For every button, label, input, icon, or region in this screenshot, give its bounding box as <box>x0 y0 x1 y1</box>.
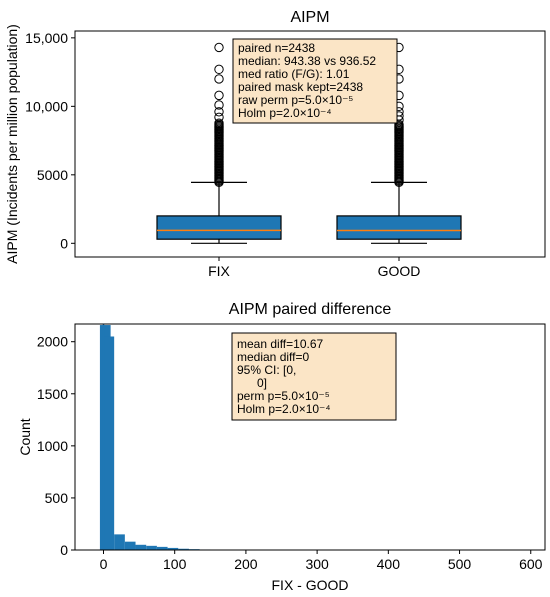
outlier-point <box>214 100 224 110</box>
hist-anno-line-5: perm p=5.0×10⁻⁵ <box>237 389 330 403</box>
histogram-x-ticks: 0 100 200 300 400 500 600 <box>100 550 543 572</box>
x-tick-label-fix: FIX <box>208 263 230 279</box>
outlier-cluster <box>214 118 224 188</box>
boxplot-panel: AIPM 0 5000 10,000 15,000 FIX GOOD AIPM (In… <box>4 9 546 279</box>
outlier-point <box>214 64 224 75</box>
iqr-box <box>156 215 282 240</box>
histogram-bar <box>156 546 168 550</box>
histogram-title: AIPM paired difference <box>229 301 392 318</box>
anno-line-1: paired n=2438 <box>238 41 315 55</box>
anno-line-3: med ratio (F/G): 1.01 <box>238 67 350 81</box>
histogram-annotation-box <box>231 332 397 421</box>
x-tick-label: 200 <box>234 556 258 572</box>
box-good <box>336 42 462 244</box>
histogram-x-axis-label: FIX - GOOD <box>272 577 349 593</box>
boxplot-y-axis-label: AIPM (Incidents per million population) <box>4 24 20 264</box>
y-tick-label: 1000 <box>37 438 68 454</box>
x-tick-label: 500 <box>448 556 472 572</box>
hist-anno-line-2: median diff=0 <box>237 350 309 364</box>
histogram-axes-frame <box>74 323 546 551</box>
y-tick-label: 500 <box>45 490 69 506</box>
y-tick-label: 10,000 <box>25 98 68 114</box>
boxplot-annotation: paired n=2438 median: 943.38 vs 936.52 m… <box>232 38 398 124</box>
y-tick-label: 1500 <box>37 386 68 402</box>
x-tick-label: 100 <box>163 556 187 572</box>
histogram-bar <box>135 544 147 550</box>
outlier-point <box>214 107 224 117</box>
histogram-y-axis-label: Count <box>17 418 33 455</box>
outlier-point <box>214 42 224 53</box>
y-tick-label: 0 <box>60 542 68 558</box>
box-fix <box>156 42 282 244</box>
y-tick-label: 2000 <box>37 334 68 350</box>
y-tick-label: 15,000 <box>25 30 68 46</box>
y-tick-label: 5000 <box>37 167 68 183</box>
anno-line-6: Holm p=2.0×10⁻⁴ <box>238 106 332 120</box>
iqr-box <box>336 215 462 240</box>
anno-line-4: paired mask kept=2438 <box>238 80 363 94</box>
outlier-cluster <box>394 119 404 188</box>
histogram-annotation: mean diff=10.67 median diff=0 95% CI: [0… <box>231 332 397 421</box>
x-tick-label-good: GOOD <box>378 263 421 279</box>
histogram-bar <box>178 548 189 550</box>
outlier-point <box>214 90 224 101</box>
anno-line-5: raw perm p=5.0×10⁻⁵ <box>238 93 353 107</box>
outlier-point <box>214 112 224 122</box>
histogram-bar <box>167 547 179 550</box>
boxplot-axes-frame <box>74 30 546 258</box>
anno-line-2: median: 943.38 vs 936.52 <box>238 54 376 68</box>
hist-anno-line-6: Holm p=2.0×10⁻⁴ <box>237 402 331 416</box>
x-tick-label: 0 <box>100 556 108 572</box>
histogram-panel: AIPM paired difference 0500100015002000 … <box>17 301 546 593</box>
y-tick-label: 0 <box>60 235 68 251</box>
outlier-point <box>214 74 224 84</box>
histogram-y-ticks: 0 500 1000 1500 2000 <box>37 334 75 558</box>
hist-anno-line-4: 0] <box>237 376 267 390</box>
histogram-bar <box>146 545 157 550</box>
x-tick-label: 600 <box>519 556 543 572</box>
histogram-bar <box>103 336 115 550</box>
boxplot-y-ticks: 0 5000 10,000 15,000 <box>25 30 75 251</box>
hist-anno-line-3: 95% CI: [0, <box>237 363 296 377</box>
boxplot-boxes <box>156 42 462 244</box>
boxplot-title: AIPM <box>290 9 329 26</box>
histogram-bar <box>124 541 136 550</box>
histogram-bars <box>99 325 243 550</box>
x-tick-label: 300 <box>305 556 329 572</box>
x-tick-label: 400 <box>377 556 401 572</box>
hist-anno-line-1: mean diff=10.67 <box>237 337 324 351</box>
outlier-point <box>214 118 224 128</box>
boxplot-annotation-box <box>232 38 398 124</box>
histogram-bar <box>114 534 125 550</box>
